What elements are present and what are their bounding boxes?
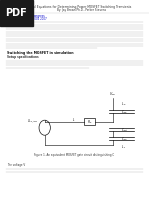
Text: PDF: PDF <box>6 8 27 18</box>
Text: $C_{gd}$: $C_{gd}$ <box>121 108 127 115</box>
Bar <box>0 0 33 26</box>
Text: The voltage V: The voltage V <box>7 163 26 167</box>
Text: Figure 1. An equivalent MOSFET gate circuit distinguishing C: Figure 1. An equivalent MOSFET gate circ… <box>34 153 115 157</box>
Text: $C_{gsl}$: $C_{gsl}$ <box>121 135 128 142</box>
Text: By: Jay Brown Ph.D., Parker Stevens: By: Jay Brown Ph.D., Parker Stevens <box>58 8 106 12</box>
Text: $I_{gs}$: $I_{gs}$ <box>121 143 126 149</box>
Text: $R_g$: $R_g$ <box>87 118 92 125</box>
Text: 12/1/2004 to 12/14/2006 2007: 12/1/2004 to 12/14/2006 2007 <box>7 17 47 21</box>
Text: Setup specifications: Setup specifications <box>7 55 39 59</box>
Text: al Equations for Determining Power MOSFET Switching Transients: al Equations for Determining Power MOSFE… <box>33 5 131 9</box>
Bar <box>84 118 95 125</box>
Text: $I_g$: $I_g$ <box>72 116 77 123</box>
Text: Power Electronics Congress: Power Electronics Congress <box>7 14 45 18</box>
Text: Switching the MOSFET in simulation: Switching the MOSFET in simulation <box>7 51 74 55</box>
Text: $I_{dd}$: $I_{dd}$ <box>121 100 126 108</box>
Text: $C_{gst}$: $C_{gst}$ <box>121 126 128 133</box>
Text: $V_{GS\_APW}$: $V_{GS\_APW}$ <box>27 118 39 126</box>
Text: $V_{DD}$: $V_{DD}$ <box>109 90 117 98</box>
